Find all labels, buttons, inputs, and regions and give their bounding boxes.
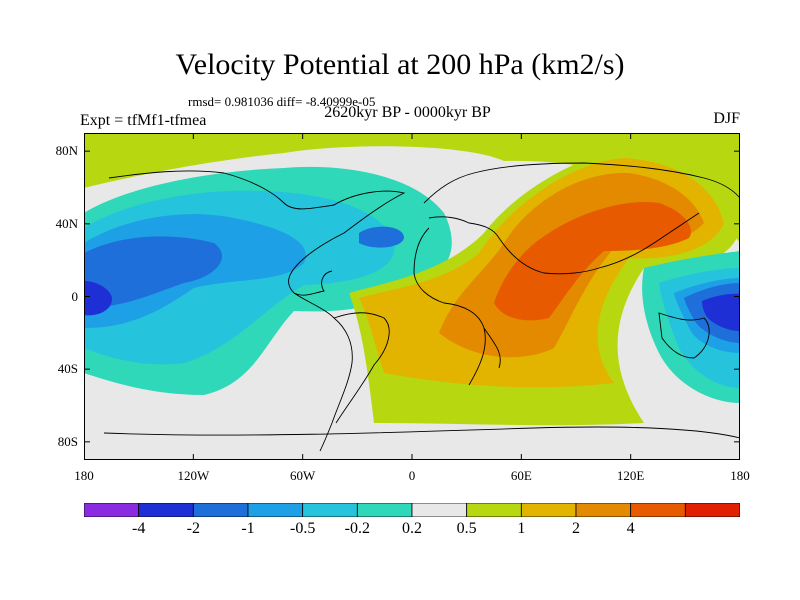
colorbar-swatch	[356, 503, 413, 517]
colorbar-swatch	[684, 503, 740, 517]
colorbar-label: 1	[517, 520, 526, 537]
velocity-potential-map	[84, 133, 740, 460]
colorbar-label: -0.5	[289, 520, 316, 537]
lon-tick-label: 60W	[290, 468, 316, 483]
colorbar-swatch	[84, 503, 140, 517]
colorbar-swatch	[138, 503, 194, 517]
coastlines	[103, 162, 740, 452]
lon-tick-label: 180	[730, 468, 750, 483]
colorbar-swatch	[575, 503, 632, 517]
lat-tick-label: 80N	[55, 143, 78, 159]
colorbar-label: -4	[131, 520, 146, 537]
page-title: Velocity Potential at 200 hPa (km2/s)	[175, 48, 625, 81]
colorbar-swatch	[630, 503, 686, 517]
stats-text: rmsd= 0.981036 diff= -8.40999e-05	[188, 94, 376, 109]
lat-ticks	[84, 150, 740, 443]
colorbar-swatch	[520, 503, 577, 517]
colorbar-label: 2	[572, 520, 580, 537]
lat-tick-label: 0	[71, 288, 79, 304]
lat-tick-label: 40N	[55, 215, 78, 231]
field-dateline-neg	[84, 281, 112, 316]
lon-tick-label: 0	[408, 468, 416, 483]
period-label: 2620kyr BP - 0000kyr BP	[324, 104, 491, 121]
colorbar-label: -1	[241, 520, 255, 537]
lat-tick-label: 40S	[57, 361, 78, 377]
field-west-neg-4	[84, 236, 223, 308]
field-wpac-neg-5	[702, 293, 740, 331]
lat-tick-label: 80S	[57, 433, 78, 449]
colorbar-label: 4	[626, 520, 635, 537]
colorbar-swatch	[192, 503, 249, 517]
colorbar	[84, 503, 740, 517]
lon-tick-label: 120E	[616, 468, 645, 483]
colorbar-label: 0.5	[456, 520, 477, 537]
colorbar-label: 0.2	[402, 520, 422, 537]
colorbar-swatch	[466, 503, 522, 517]
field-atlantic-neg	[359, 226, 404, 248]
lon-tick-label: 180	[74, 468, 94, 483]
season-label: DJF	[713, 110, 740, 127]
experiment-label: Expt = tfMf1-tfmea	[80, 112, 207, 129]
colorbar-swatch	[247, 503, 304, 517]
lon-tick-label: 60E	[510, 468, 532, 483]
lon-ticks	[84, 133, 740, 460]
colorbar-label: -0.2	[344, 520, 370, 537]
lon-tick-label: 120W	[177, 468, 210, 483]
colorbar-swatch	[302, 503, 358, 517]
colorbar-label: -2	[186, 520, 200, 537]
field-east-pos-4	[494, 202, 691, 321]
colorbar-swatch	[411, 503, 468, 517]
field-north-positive	[84, 133, 740, 243]
